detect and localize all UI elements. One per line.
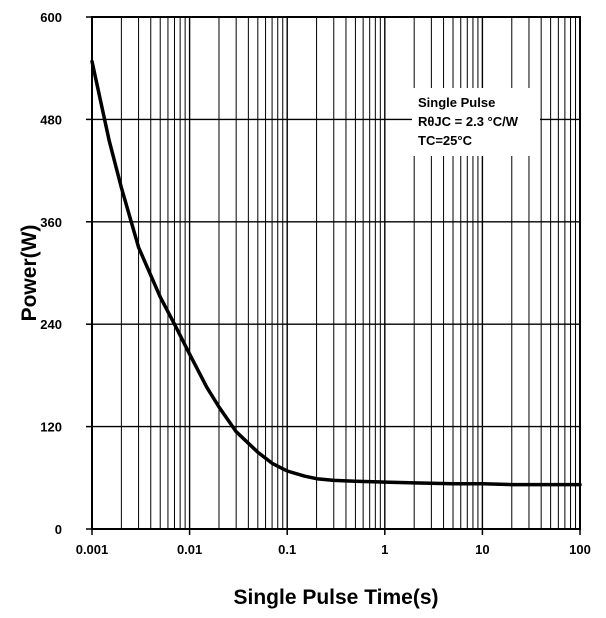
x-tick-label: 100 bbox=[569, 542, 591, 557]
y-tick-label: 360 bbox=[40, 215, 62, 230]
annotation-line: TC=25°C bbox=[418, 133, 473, 148]
plot-area-frame bbox=[91, 16, 581, 530]
y-tick-label: 600 bbox=[40, 10, 62, 25]
x-tick-label: 1 bbox=[381, 542, 388, 557]
grid-lines bbox=[92, 17, 580, 529]
x-axis-title: Single Pulse Time(s) bbox=[233, 586, 438, 609]
y-tick-label: 240 bbox=[40, 317, 62, 332]
annotation-box: Single Pulse RθJC = 2.3 °C/W TC=25°C bbox=[412, 88, 540, 156]
y-tick-label: 480 bbox=[40, 112, 62, 127]
x-tick-label: 0.1 bbox=[278, 542, 296, 557]
annotation-line: Single Pulse bbox=[418, 95, 495, 110]
y-axis-title: Power(W) bbox=[18, 225, 41, 322]
x-tick-label: 10 bbox=[475, 542, 489, 557]
power-curve bbox=[90, 59, 582, 487]
y-tick-label: 120 bbox=[40, 420, 62, 435]
y-tick-label: 0 bbox=[55, 522, 62, 537]
x-tick-label: 0.001 bbox=[76, 542, 109, 557]
x-axis-ticks: 0.001 0.01 0.1 1 10 100 bbox=[76, 529, 591, 557]
annotation-line: RθJC = 2.3 °C/W bbox=[418, 114, 519, 129]
x-tick-label: 0.01 bbox=[177, 542, 202, 557]
annotation-background bbox=[412, 88, 540, 156]
y-axis-ticks: 0 120 240 360 480 600 bbox=[40, 10, 92, 537]
